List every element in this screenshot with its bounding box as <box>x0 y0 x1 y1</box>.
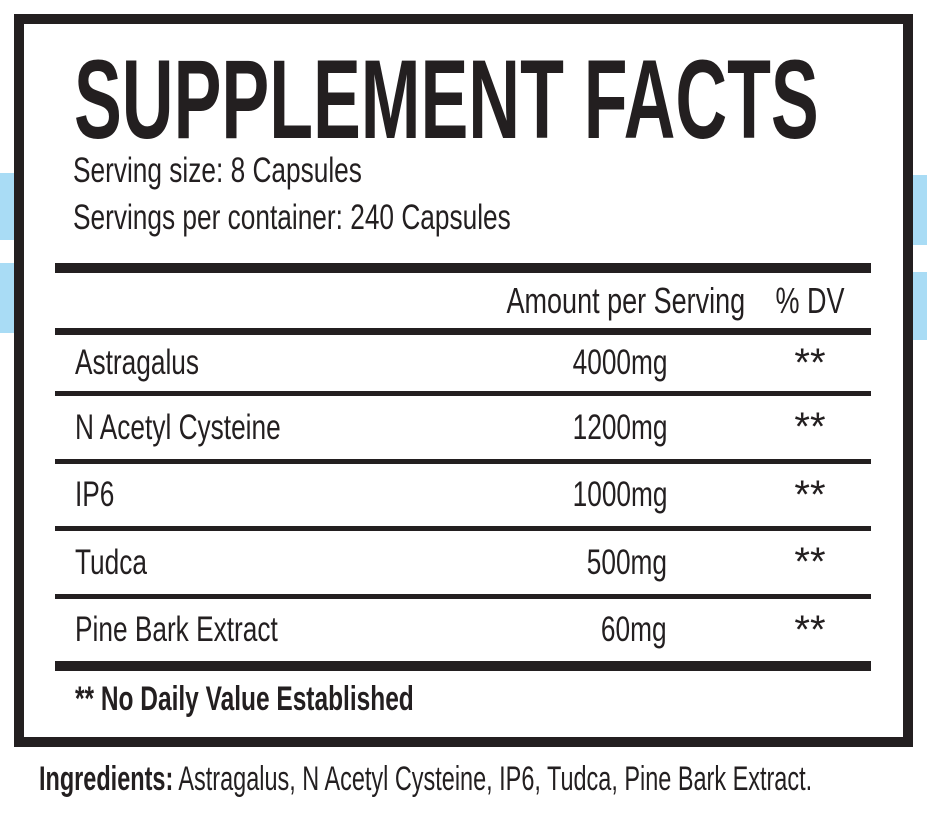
row-divider <box>55 459 871 464</box>
table-row: N Acetyl Cysteine 1200mg ** <box>55 396 871 459</box>
table-row: Pine Bark Extract 60mg ** <box>55 599 871 661</box>
accent-bar-left-bottom <box>0 263 14 333</box>
ingredient-name: Astragalus <box>75 343 200 382</box>
row-divider <box>55 526 871 531</box>
table-row: IP6 1000mg ** <box>55 464 871 526</box>
ingredients-line: Ingredients: Astragalus, N Acetyl Cystein… <box>39 760 927 799</box>
panel-title: SUPPLEMENT FACTS <box>74 37 819 162</box>
table-header-row: Amount per Serving % DV <box>55 273 871 328</box>
ingredient-amount: 60mg <box>601 610 667 649</box>
table-top-bar <box>55 263 871 273</box>
ingredient-amount: 4000mg <box>572 343 667 382</box>
accent-bar-left-top <box>0 173 14 240</box>
ingredient-amount: 500mg <box>586 542 667 582</box>
column-header-dv: % DV <box>775 279 845 321</box>
accent-bar-right-top <box>913 175 927 245</box>
no-daily-value-footnote: ** No Daily Value Established <box>75 680 414 718</box>
accent-bar-right-bottom <box>913 272 927 340</box>
ingredient-name: IP6 <box>75 475 115 514</box>
supplement-facts-panel: SUPPLEMENT FACTS Serving size: 8 Capsule… <box>14 14 913 747</box>
servings-per-container-line: Servings per container: 240 Capsules <box>73 195 657 241</box>
table-row: Tudca 500mg ** <box>55 531 871 594</box>
ingredient-dv: ** <box>794 405 826 449</box>
serving-size-line: Serving size: 8 Capsules <box>73 148 458 194</box>
ingredient-dv: ** <box>794 540 826 584</box>
ingredient-amount: 1200mg <box>572 407 667 447</box>
ingredient-name: Tudca <box>75 542 147 582</box>
column-header-amount: Amount per Serving <box>506 279 746 321</box>
ingredients-label: Ingredients: <box>39 760 174 798</box>
ingredients-list: Astragalus, N Acetyl Cysteine, IP6, Tudc… <box>178 760 813 798</box>
panel-title-wrap: SUPPLEMENT FACTS <box>74 44 927 156</box>
ingredient-name: N Acetyl Cysteine <box>75 407 281 447</box>
ingredient-dv: ** <box>794 340 826 385</box>
table-row: Astragalus 4000mg ** <box>55 335 871 391</box>
table-bottom-bar <box>55 661 871 671</box>
serving-size-text: Serving size: 8 Capsules <box>73 151 362 190</box>
ingredient-dv: ** <box>794 472 826 517</box>
servings-per-container-text: Servings per container: 240 Capsules <box>73 198 511 237</box>
table-header-divider <box>55 328 871 335</box>
ingredient-dv: ** <box>794 607 826 652</box>
row-divider <box>55 391 871 396</box>
row-divider <box>55 594 871 599</box>
ingredient-amount: 1000mg <box>572 475 667 514</box>
ingredient-name: Pine Bark Extract <box>75 610 278 649</box>
